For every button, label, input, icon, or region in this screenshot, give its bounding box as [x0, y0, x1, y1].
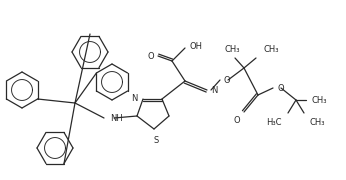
Text: N: N — [211, 86, 217, 94]
Text: H₃C: H₃C — [266, 118, 282, 127]
Text: O: O — [277, 84, 284, 93]
Text: S: S — [153, 136, 158, 145]
Text: CH₃: CH₃ — [224, 45, 240, 54]
Text: O: O — [224, 75, 231, 84]
Text: N: N — [131, 93, 138, 102]
Text: O: O — [233, 116, 240, 125]
Text: NH: NH — [110, 114, 123, 123]
Text: OH: OH — [190, 42, 203, 51]
Text: CH₃: CH₃ — [310, 118, 326, 127]
Text: CH₃: CH₃ — [264, 45, 280, 54]
Text: CH₃: CH₃ — [312, 96, 328, 105]
Text: O: O — [147, 51, 154, 60]
